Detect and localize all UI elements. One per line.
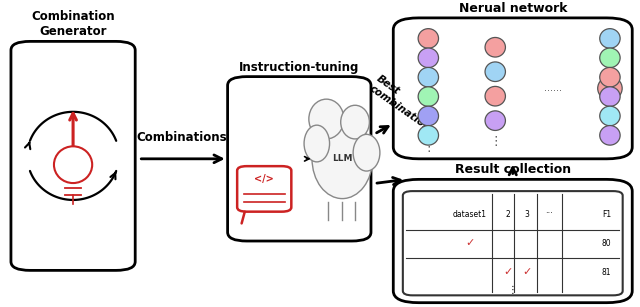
Text: LLM: LLM [332,154,353,163]
Text: F1: F1 [602,210,611,219]
Text: Instruction-tuning: Instruction-tuning [239,61,360,74]
FancyBboxPatch shape [394,179,632,303]
Text: ✓: ✓ [522,267,532,278]
Ellipse shape [418,29,438,48]
FancyBboxPatch shape [228,77,371,241]
Ellipse shape [600,29,620,48]
Text: ......: ...... [543,84,561,93]
Ellipse shape [418,48,438,68]
FancyBboxPatch shape [403,191,623,295]
Text: ⋮: ⋮ [508,285,518,295]
Text: Result collection: Result collection [454,163,571,177]
Text: ···: ··· [545,210,554,219]
Ellipse shape [418,68,438,87]
Text: Best
combination: Best combination [368,73,440,133]
Text: 2: 2 [506,210,510,219]
FancyBboxPatch shape [11,41,135,270]
Text: Nerual network: Nerual network [458,2,567,15]
Text: Combination
Generator: Combination Generator [31,10,115,38]
Text: ⋮: ⋮ [489,135,502,148]
Text: 80: 80 [602,239,612,248]
Ellipse shape [340,105,369,139]
FancyBboxPatch shape [394,18,632,159]
Ellipse shape [54,146,92,183]
Ellipse shape [600,126,620,145]
Ellipse shape [309,99,344,139]
Ellipse shape [600,68,620,87]
Text: 81: 81 [602,268,611,277]
Text: ✓: ✓ [503,267,513,278]
Text: Combinations: Combinations [136,131,227,144]
Ellipse shape [418,126,438,145]
Ellipse shape [598,77,622,100]
Ellipse shape [485,37,506,57]
Text: ✓: ✓ [465,238,474,248]
Ellipse shape [418,106,438,126]
Ellipse shape [600,106,620,126]
Text: 3: 3 [525,210,529,219]
Ellipse shape [312,119,372,199]
Ellipse shape [418,87,438,106]
FancyBboxPatch shape [237,166,291,212]
Ellipse shape [485,62,506,82]
Ellipse shape [304,125,330,162]
Ellipse shape [600,87,620,106]
Text: dataset1: dataset1 [452,210,487,219]
Ellipse shape [485,111,506,130]
Ellipse shape [353,134,380,171]
Ellipse shape [600,48,620,68]
Text: </>: </> [254,174,274,184]
Ellipse shape [485,86,506,106]
Text: ⋮: ⋮ [422,141,435,154]
